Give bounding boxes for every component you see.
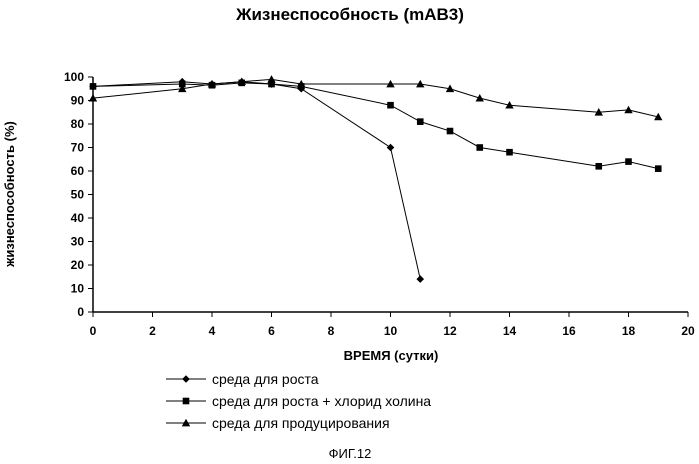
y-axis-label: жизнеспособность (%) bbox=[2, 121, 17, 268]
y-tick-label: 60 bbox=[71, 164, 85, 178]
chart-title: Жизнеспособность (mAB3) bbox=[235, 5, 464, 24]
series-2-point bbox=[417, 118, 424, 125]
y-tick-label: 30 bbox=[71, 235, 85, 249]
y-tick-label: 10 bbox=[71, 282, 85, 296]
series-1-point bbox=[416, 275, 424, 283]
series-lines bbox=[93, 79, 658, 279]
y-tick-label: 50 bbox=[71, 188, 85, 202]
x-tick-label: 10 bbox=[384, 324, 398, 338]
series-3-point bbox=[624, 106, 632, 114]
figure-caption: ФИГ.12 bbox=[329, 446, 372, 461]
x-tick-label: 18 bbox=[622, 324, 636, 338]
series-line-3 bbox=[93, 79, 658, 117]
series-2-point bbox=[476, 144, 483, 151]
x-tick-label: 12 bbox=[443, 324, 457, 338]
legend-marker-1 bbox=[182, 375, 190, 383]
series-1-point bbox=[387, 144, 395, 152]
series-3-point bbox=[267, 75, 275, 83]
y-tick-label: 100 bbox=[64, 70, 84, 84]
axes: 0 2 4 6 8 10 12 14 16 18 20 0 10 20 30 40 50 60 70 80 90 100 bbox=[64, 70, 695, 338]
series-line-1 bbox=[93, 82, 420, 279]
x-tick-label: 8 bbox=[328, 324, 335, 338]
y-tick-label: 70 bbox=[71, 141, 85, 155]
legend-label-1: среда для роста bbox=[212, 371, 319, 387]
x-tick-label: 14 bbox=[503, 324, 517, 338]
legend-marker-2 bbox=[183, 398, 190, 405]
series-2-point bbox=[595, 163, 602, 170]
legend-label-3: среда для продуцирования bbox=[212, 415, 390, 431]
series-2-point bbox=[447, 128, 454, 135]
series-2-point bbox=[506, 149, 513, 156]
legend-label-2: среда для роста + хлорид холина bbox=[212, 393, 431, 409]
series-2-point bbox=[387, 102, 394, 109]
y-tick-label: 20 bbox=[71, 258, 85, 272]
y-tick-label: 40 bbox=[71, 211, 85, 225]
y-tick-label: 0 bbox=[77, 305, 84, 319]
y-tick-label: 90 bbox=[71, 94, 85, 108]
x-tick-label: 2 bbox=[149, 324, 156, 338]
series-2-point bbox=[90, 83, 97, 90]
series-2-point bbox=[625, 158, 632, 165]
x-tick-label: 16 bbox=[562, 324, 576, 338]
y-tick-label: 80 bbox=[71, 117, 85, 131]
x-tick-label: 4 bbox=[209, 324, 216, 338]
x-axis-label: ВРЕМЯ (сутки) bbox=[344, 348, 439, 363]
legend: среда для роста среда для роста + хлорид … bbox=[166, 371, 431, 431]
series-line-2 bbox=[93, 83, 658, 169]
x-tick-label: 20 bbox=[681, 324, 695, 338]
series-markers bbox=[89, 75, 663, 283]
x-tick-label: 6 bbox=[268, 324, 275, 338]
series-2-point bbox=[655, 165, 662, 172]
x-tick-label: 0 bbox=[90, 324, 97, 338]
